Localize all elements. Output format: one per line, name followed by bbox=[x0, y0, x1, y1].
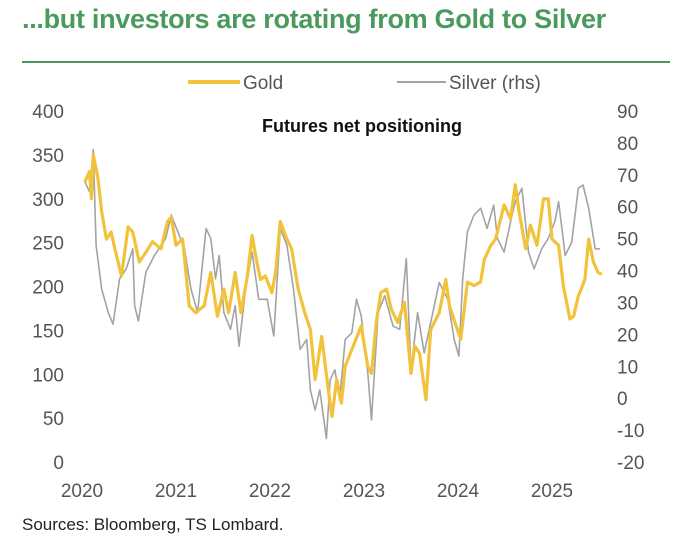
x-tick-label: 2024 bbox=[437, 481, 480, 502]
figure-title: ...but investors are rotating from Gold … bbox=[22, 4, 606, 34]
legend-gold-label: Gold bbox=[243, 73, 283, 94]
left-tick-label: 300 bbox=[32, 190, 64, 211]
right-tick-label: 60 bbox=[617, 198, 638, 219]
right-tick-label: 20 bbox=[617, 325, 638, 346]
right-tick-label: 30 bbox=[617, 293, 638, 314]
x-axis-ticks: 2020 2021 2022 2023 2024 2025 bbox=[61, 481, 573, 502]
right-tick-label: 80 bbox=[617, 134, 638, 155]
legend: Gold Silver (rhs) bbox=[188, 73, 541, 94]
left-tick-label: 200 bbox=[32, 278, 64, 299]
right-tick-label: 70 bbox=[617, 166, 638, 187]
x-tick-label: 2021 bbox=[155, 481, 197, 502]
left-tick-label: 0 bbox=[53, 453, 64, 474]
left-tick-label: 250 bbox=[32, 234, 64, 255]
x-tick-label: 2020 bbox=[61, 481, 103, 502]
right-tick-label: -10 bbox=[617, 421, 644, 442]
legend-silver-label: Silver (rhs) bbox=[449, 73, 541, 94]
right-tick-label: -20 bbox=[617, 453, 644, 474]
source-note: Sources: Bloomberg, TS Lombard. bbox=[22, 515, 284, 534]
right-tick-label: 10 bbox=[617, 357, 638, 378]
x-tick-label: 2023 bbox=[343, 481, 385, 502]
left-tick-label: 150 bbox=[32, 321, 64, 342]
x-tick-label: 2025 bbox=[531, 481, 573, 502]
left-tick-label: 100 bbox=[32, 365, 64, 386]
right-axis-ticks: -20 -10 0 10 20 30 40 50 60 70 80 90 bbox=[617, 102, 644, 474]
right-tick-label: 0 bbox=[617, 389, 628, 410]
left-axis-ticks: 0 50 100 150 200 250 300 350 400 bbox=[32, 102, 64, 474]
chart-title: Futures net positioning bbox=[262, 116, 462, 136]
title-divider bbox=[22, 61, 670, 63]
left-tick-label: 50 bbox=[43, 409, 64, 430]
x-tick-label: 2022 bbox=[249, 481, 291, 502]
right-tick-label: 40 bbox=[617, 262, 638, 283]
right-tick-label: 90 bbox=[617, 102, 638, 123]
gold-series-line bbox=[83, 153, 603, 418]
right-tick-label: 50 bbox=[617, 230, 638, 251]
left-tick-label: 400 bbox=[32, 102, 64, 123]
left-tick-label: 350 bbox=[32, 146, 64, 167]
series-lines bbox=[83, 148, 603, 440]
